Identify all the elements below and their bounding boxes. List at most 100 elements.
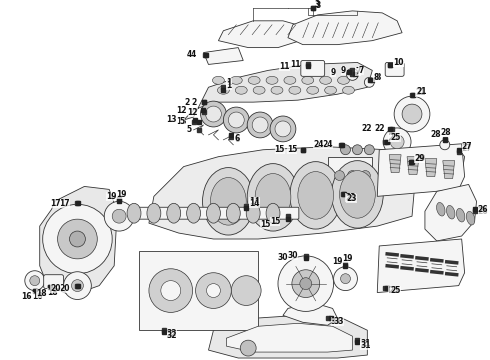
Text: 32: 32 (167, 331, 177, 340)
Text: 20: 20 (50, 284, 61, 293)
Ellipse shape (230, 76, 242, 84)
Polygon shape (149, 147, 417, 239)
Circle shape (104, 201, 134, 231)
Circle shape (64, 272, 91, 300)
Text: 4: 4 (186, 50, 192, 59)
Text: 5: 5 (179, 117, 185, 126)
Circle shape (352, 145, 363, 155)
Ellipse shape (218, 86, 229, 94)
Text: 5: 5 (187, 125, 192, 134)
Ellipse shape (213, 76, 224, 84)
Polygon shape (389, 155, 401, 172)
Text: 10: 10 (393, 58, 404, 67)
Ellipse shape (226, 203, 240, 223)
Ellipse shape (298, 172, 334, 219)
Text: 19: 19 (106, 192, 116, 201)
Circle shape (278, 256, 334, 311)
Text: 7: 7 (355, 67, 361, 76)
Text: 28: 28 (430, 130, 441, 139)
Polygon shape (208, 315, 368, 358)
Circle shape (30, 276, 40, 285)
Circle shape (292, 270, 319, 297)
Ellipse shape (302, 76, 314, 84)
FancyBboxPatch shape (118, 207, 299, 219)
Circle shape (247, 112, 273, 138)
Text: 9: 9 (341, 66, 346, 75)
Ellipse shape (446, 206, 455, 219)
Text: 3: 3 (316, 1, 321, 10)
FancyBboxPatch shape (44, 275, 64, 289)
Ellipse shape (187, 203, 200, 223)
Text: 25: 25 (388, 286, 398, 295)
Ellipse shape (343, 86, 354, 94)
Circle shape (275, 121, 291, 137)
Text: 14: 14 (249, 199, 260, 208)
Circle shape (402, 104, 422, 124)
Circle shape (223, 107, 249, 133)
Polygon shape (203, 48, 243, 64)
Ellipse shape (211, 177, 246, 225)
Text: 25: 25 (388, 133, 398, 142)
Polygon shape (226, 323, 352, 352)
Text: 26: 26 (478, 205, 488, 214)
Text: 22: 22 (362, 125, 372, 134)
Polygon shape (377, 144, 465, 196)
Text: 24: 24 (313, 140, 324, 149)
Ellipse shape (246, 203, 260, 223)
Circle shape (205, 106, 221, 122)
Text: 9: 9 (330, 68, 336, 77)
Ellipse shape (437, 202, 445, 216)
Circle shape (206, 284, 220, 297)
Text: 32: 32 (167, 329, 177, 338)
Ellipse shape (307, 86, 318, 94)
Circle shape (365, 77, 374, 87)
Text: 2: 2 (184, 98, 190, 107)
Ellipse shape (340, 171, 375, 218)
Text: 19: 19 (332, 257, 343, 266)
Circle shape (300, 278, 312, 289)
Ellipse shape (332, 161, 383, 228)
Ellipse shape (456, 208, 465, 222)
Circle shape (196, 273, 231, 309)
Text: 28: 28 (441, 129, 451, 138)
Text: 17: 17 (50, 199, 61, 208)
Circle shape (270, 116, 296, 142)
Ellipse shape (247, 164, 299, 231)
Text: 29: 29 (414, 154, 424, 163)
Circle shape (347, 171, 357, 180)
Polygon shape (219, 21, 310, 48)
Ellipse shape (127, 203, 141, 223)
Text: 8: 8 (375, 73, 381, 82)
Ellipse shape (147, 203, 161, 223)
Polygon shape (184, 63, 372, 120)
Circle shape (228, 112, 244, 128)
Circle shape (334, 267, 357, 291)
Ellipse shape (253, 86, 265, 94)
FancyBboxPatch shape (139, 251, 258, 330)
Text: 3: 3 (315, 0, 320, 9)
Ellipse shape (284, 76, 296, 84)
Circle shape (341, 274, 350, 284)
Text: 7: 7 (358, 66, 364, 75)
Ellipse shape (325, 86, 337, 94)
Ellipse shape (266, 76, 278, 84)
Text: 11: 11 (290, 60, 300, 69)
Circle shape (149, 269, 193, 312)
Text: 27: 27 (462, 144, 472, 153)
Text: 31: 31 (360, 339, 371, 348)
Ellipse shape (167, 203, 181, 223)
Ellipse shape (255, 174, 291, 221)
Text: 6: 6 (234, 135, 240, 144)
Circle shape (341, 145, 350, 155)
Polygon shape (283, 302, 338, 325)
Circle shape (112, 209, 126, 223)
Text: 24: 24 (322, 140, 333, 149)
Circle shape (70, 231, 85, 247)
Text: 2: 2 (192, 98, 197, 107)
Text: 16: 16 (32, 292, 42, 301)
Circle shape (383, 128, 411, 156)
Text: 8: 8 (373, 73, 379, 82)
Polygon shape (425, 184, 477, 241)
Circle shape (335, 171, 344, 180)
Text: 18: 18 (36, 289, 47, 298)
